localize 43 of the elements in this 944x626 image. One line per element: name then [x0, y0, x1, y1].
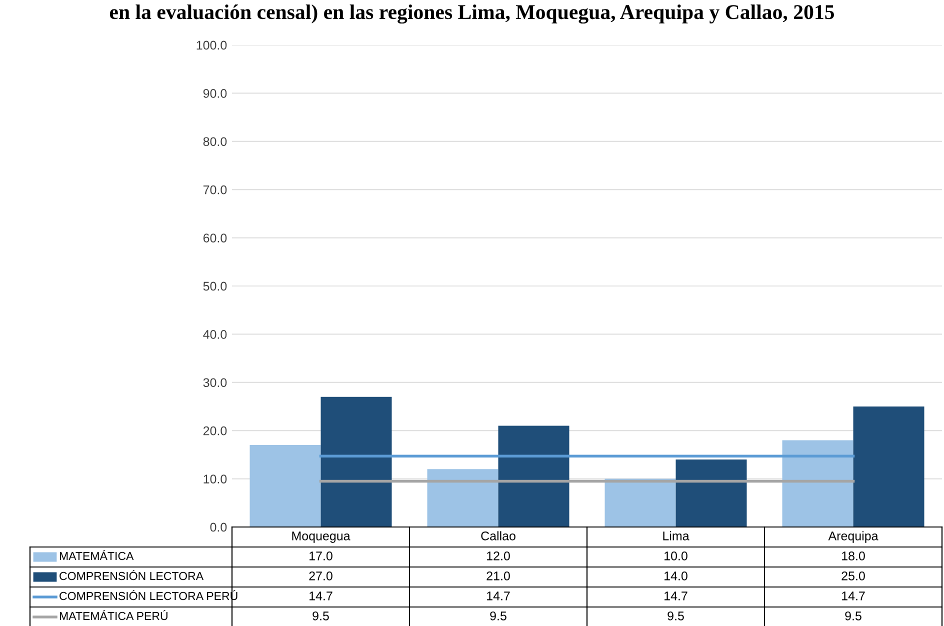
data-label: 14.0 — [664, 572, 688, 580]
data-label: 12.0 — [487, 552, 510, 560]
bar — [604, 478, 676, 527]
data-label: 25.0 — [842, 572, 865, 580]
x-tick-label: Moquegua — [292, 532, 350, 543]
data-label: 14.7 — [842, 592, 865, 600]
x-tick-label: Callao — [481, 531, 516, 540]
data-label: 27.0 — [309, 572, 332, 580]
bar — [320, 396, 392, 527]
bar — [676, 460, 747, 527]
y-tick-label: 80.0 — [203, 137, 227, 146]
chart-title: en la evaluación censal) en las regiones Lima, Moquegua, Arequipa y Callao, 2015 — [110, 4, 834, 24]
bar — [498, 426, 570, 527]
data-label: 9.5 — [312, 612, 329, 620]
data-label: 10.0 — [664, 552, 688, 560]
y-tick-label: 0.0 — [210, 522, 227, 532]
data-label: 17.0 — [310, 552, 332, 560]
y-tick-label: 30.0 — [203, 378, 227, 388]
y-tick-label: 10.0 — [204, 474, 227, 484]
y-tick-label: 40.0 — [203, 330, 227, 339]
legend-label: MATEMÁTICA — [60, 550, 134, 560]
legend-label: COMPRENSIÓN LECTORA — [60, 570, 204, 580]
x-tick-label: Arequipa — [828, 531, 878, 543]
x-tick-label: Lima — [663, 531, 690, 540]
data-label: 9.5 — [845, 612, 862, 620]
y-tick-label: 70.0 — [203, 185, 227, 194]
data-label: 9.5 — [490, 612, 506, 620]
y-tick-label: 20.0 — [203, 426, 227, 436]
y-tick-label: 60.0 — [203, 234, 227, 242]
bar — [427, 469, 498, 527]
bar — [250, 445, 321, 527]
data-label: 9.5 — [668, 612, 684, 620]
y-tick-label: 50.0 — [203, 282, 227, 291]
legend-label: MATEMÁTICA PERÚ — [60, 610, 168, 620]
data-label: 18.0 — [842, 552, 865, 560]
data-label: 21.0 — [486, 572, 510, 580]
bar — [782, 440, 854, 527]
data-label: 14.7 — [664, 592, 688, 600]
data-label: 14.7 — [487, 592, 510, 600]
y-tick-label: 100.0 — [196, 40, 227, 50]
y-tick-label: 90.0 — [203, 89, 227, 98]
bar — [853, 406, 924, 527]
data-label: 14.7 — [310, 592, 332, 600]
